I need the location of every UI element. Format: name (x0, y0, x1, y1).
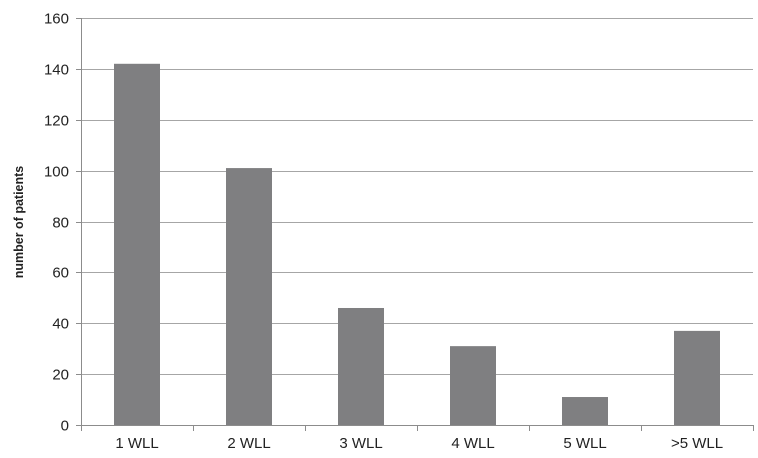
x-tick-labels: 1 WLL 2 WLL 3 WLL 4 WLL 5 WLL >5 WLL (115, 435, 723, 452)
y-tick-label-40: 40 (52, 316, 69, 333)
x-tick-label-2: 2 WLL (227, 435, 270, 452)
bars (114, 63, 720, 426)
x-tick-label-6: >5 WLL (671, 435, 723, 452)
y-tick-label-60: 60 (52, 265, 69, 282)
x-tick-label-1: 1 WLL (115, 435, 158, 452)
y-tick-label-160: 160 (44, 11, 69, 28)
y-tick-label-140: 140 (44, 62, 69, 79)
y-tick-label-20: 20 (52, 367, 69, 384)
y-tick-label-0: 0 (61, 418, 69, 435)
gridlines (81, 18, 753, 375)
y-tick-labels: 0 20 40 60 80 100 120 140 160 (44, 11, 69, 435)
x-tick-label-5: 5 WLL (563, 435, 606, 452)
y-tick-label-100: 100 (44, 164, 69, 181)
x-tick-label-4: 4 WLL (451, 435, 494, 452)
bar-1 (114, 63, 160, 425)
y-tick-label-80: 80 (52, 215, 69, 232)
bar-3 (338, 307, 384, 425)
bar-2 (226, 168, 272, 426)
bar-5 (562, 397, 608, 425)
axes (76, 18, 754, 431)
bar-4 (450, 346, 496, 425)
y-axis-title: number of patients (12, 166, 26, 279)
bar-6 (674, 330, 720, 425)
x-tick-label-3: 3 WLL (339, 435, 382, 452)
y-tick-label-120: 120 (44, 113, 69, 130)
